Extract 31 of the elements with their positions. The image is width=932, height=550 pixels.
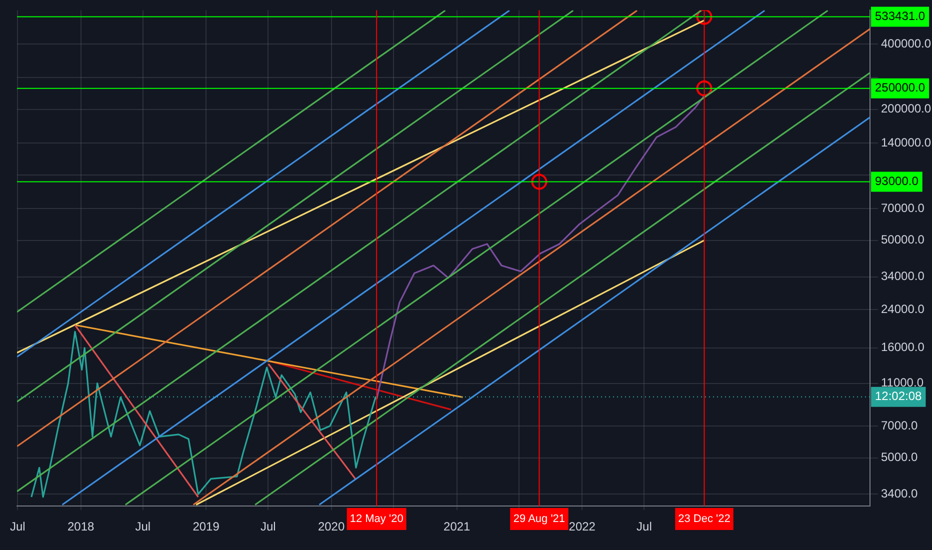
x-tick-label: 2019 [192, 520, 220, 534]
ref-line-label: 12 May '20 [350, 513, 404, 526]
x-tick-label: Jul [260, 520, 276, 534]
x-tick-label: 2022 [568, 520, 596, 534]
ref-line-label: 533431.0 [875, 9, 926, 24]
y-tick-label: 3400.0 [881, 486, 918, 500]
y-tick-label: 16000.0 [881, 340, 925, 354]
y-tick-label: 200000.0 [881, 102, 932, 116]
point [531, 174, 548, 190]
ref-line-label: 23 Dec '22 [678, 513, 730, 526]
x-tick-label: Jul [636, 520, 652, 534]
x-tick-label: 2018 [67, 520, 94, 534]
text: 12:02:08 [875, 389, 922, 404]
y-tick-label: 50000.0 [881, 232, 925, 247]
ref-line-label: 93000.0 [875, 174, 919, 188]
x-tick-label: Jul [10, 520, 26, 534]
point [696, 80, 712, 96]
y-tick-label: 34000.0 [881, 269, 925, 284]
ref-line-label: 29 Aug '21 [513, 513, 566, 526]
y-tick-label: 400000.0 [881, 36, 932, 50]
y-tick-label: 24000.0 [881, 302, 925, 316]
y-tick-label: 7000.0 [881, 418, 918, 432]
y-tick-label: 140000.0 [881, 135, 932, 150]
x-tick-label: 2020 [318, 520, 345, 534]
ref-line-label: 250000.0 [875, 80, 926, 95]
y-tick-label: 11000.0 [881, 376, 924, 390]
x-tick-label: Jul [135, 520, 151, 534]
x-tick-label: 2021 [444, 520, 471, 534]
y-tick-label: 70000.0 [881, 200, 925, 215]
point [696, 10, 712, 25]
y-tick-label: 5000.0 [881, 450, 918, 464]
